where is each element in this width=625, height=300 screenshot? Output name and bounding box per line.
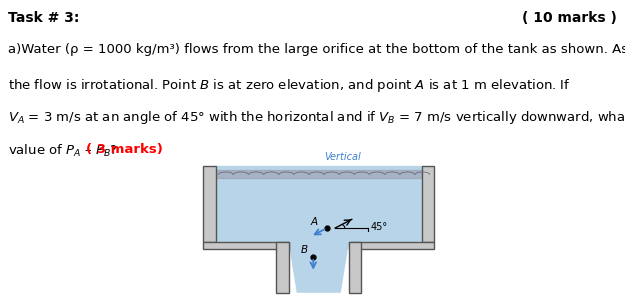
Text: the flow is irrotational. Point $B$ is at zero elevation, and point $A$ is at 1 : the flow is irrotational. Point $B$ is a… (8, 76, 571, 94)
Text: ( 10 marks ): ( 10 marks ) (522, 11, 617, 25)
Text: a)Water (ρ = 1000 kg/m³) flows from the large orifice at the bottom of the tank : a)Water (ρ = 1000 kg/m³) flows from the … (8, 44, 625, 56)
FancyBboxPatch shape (349, 242, 361, 293)
Text: A: A (310, 217, 318, 226)
Text: value of $P_A$ – $P_B$?: value of $P_A$ – $P_B$? (8, 142, 119, 159)
Text: Vertical: Vertical (324, 152, 361, 162)
Text: ( 3 marks): ( 3 marks) (86, 142, 163, 155)
FancyBboxPatch shape (203, 166, 216, 242)
Text: $V_A$ = 3 m/s at an angle of 45° with the horizontal and if $V_B$ = 7 m/s vertic: $V_A$ = 3 m/s at an angle of 45° with th… (8, 110, 625, 127)
Polygon shape (289, 242, 349, 293)
FancyBboxPatch shape (203, 242, 289, 249)
FancyBboxPatch shape (422, 166, 434, 242)
FancyBboxPatch shape (276, 242, 289, 293)
Text: B: B (301, 245, 308, 255)
Text: 45°: 45° (371, 222, 388, 232)
FancyBboxPatch shape (349, 242, 434, 249)
Text: Task # 3:: Task # 3: (8, 11, 79, 25)
